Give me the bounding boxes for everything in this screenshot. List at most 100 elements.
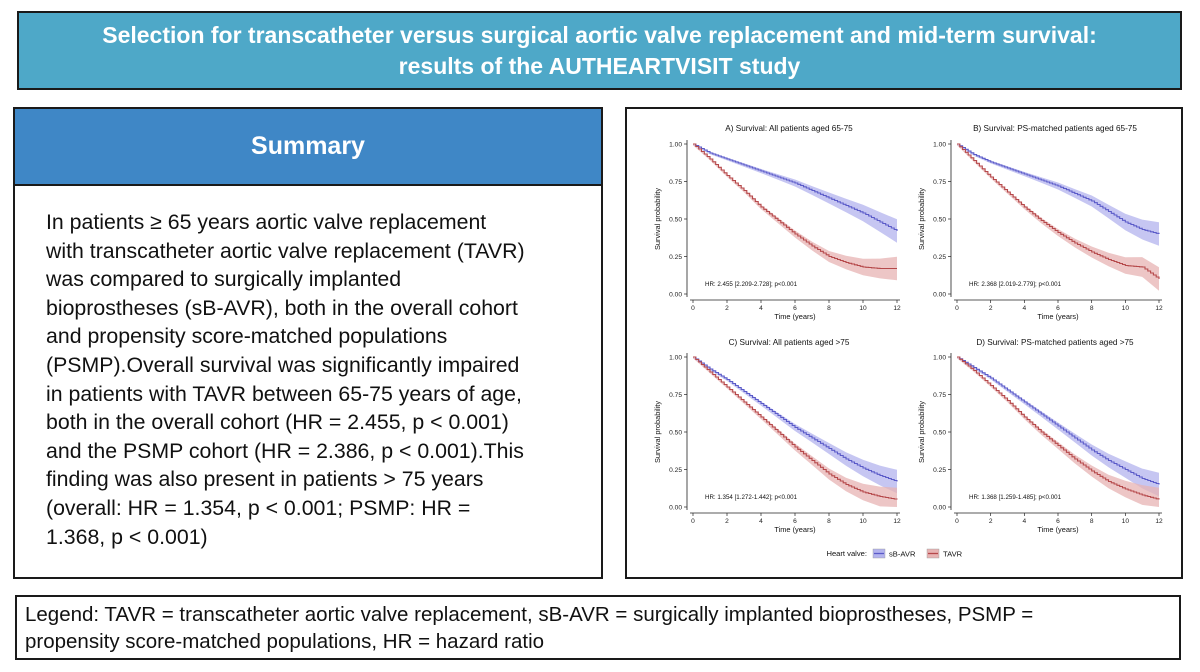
x-tick-label: 8 <box>827 305 831 312</box>
y-tick-label: 0.25 <box>933 254 946 261</box>
x-tick-label: 4 <box>1022 518 1026 525</box>
chart-legend: Heart valve: sB-AVR TAVR <box>826 548 963 559</box>
y-tick-label: 0.50 <box>669 430 682 437</box>
chart-title: B) Survival: PS-matched patients aged 65… <box>973 124 1137 133</box>
summary-heading: Summary <box>15 109 601 186</box>
summary-line: was compared to surgically implanted <box>46 267 402 292</box>
y-tick-label: 0.50 <box>933 217 946 224</box>
y-tick-label: 1.00 <box>933 142 946 149</box>
y-tick-label: 0.25 <box>669 254 682 261</box>
sbavr-survival-line <box>957 356 1160 485</box>
summary-line: both in the overall cohort (HR = 2.455, … <box>46 410 509 435</box>
tavr-confidence-band <box>957 144 1159 291</box>
x-tick-label: 10 <box>1122 518 1130 525</box>
km-charts: A) Survival: All patients aged 65-75 0.00… <box>653 124 1163 559</box>
summary-line: and the PSMP cohort (HR = 2.386, p < 0.0… <box>46 438 524 463</box>
x-tick-label: 2 <box>989 305 993 312</box>
x-tick-label: 6 <box>793 518 797 525</box>
summary-line: in patients with TAVR between 65-75 year… <box>46 381 522 406</box>
sbavr-confidence-band <box>693 144 897 243</box>
sbavr-survival-line <box>693 356 898 482</box>
x-tick-label: 4 <box>1022 305 1026 312</box>
summary-text: In patients ≥ 65 years aortic valve repl… <box>46 208 591 551</box>
x-tick-label: 2 <box>725 305 729 312</box>
legend-label-sbavr: sB-AVR <box>889 550 916 559</box>
y-tick-label: 1.00 <box>669 355 682 362</box>
legend-line-2: propensity score-matched populations, HR… <box>25 630 545 653</box>
x-tick-label: 4 <box>759 518 763 525</box>
title-line-1: Selection for transcatheter versus surgi… <box>102 21 1097 48</box>
y-tick-label: 0.75 <box>933 392 946 399</box>
y-tick-label: 1.00 <box>669 142 682 149</box>
tavr-survival-line <box>693 356 898 500</box>
hazard-ratio-annotation: HR: 1.354 [1.272-1.442]; p<0.001 <box>705 494 798 501</box>
chart-title: D) Survival: PS-matched patients aged >7… <box>976 338 1134 347</box>
km-panel-b: B) Survival: PS-matched patients aged 65… <box>917 124 1163 321</box>
summary-line: In patients ≥ 65 years aortic valve repl… <box>46 210 487 234</box>
y-tick-label: 0.25 <box>933 467 946 474</box>
x-tick-label: 12 <box>1155 518 1163 525</box>
title-line-2: results of the AUTHEARTVISIT study <box>398 52 801 79</box>
x-tick-label: 10 <box>859 305 867 312</box>
x-tick-label: 0 <box>691 518 695 525</box>
x-tick-label: 4 <box>759 305 763 312</box>
legend-line-1: Legend: TAVR = transcatheter aortic valv… <box>25 603 1034 626</box>
chart-title: C) Survival: All patients aged >75 <box>729 338 850 347</box>
y-tick-label: 0.50 <box>933 430 946 437</box>
x-axis-label: Time (years) <box>1037 525 1078 534</box>
y-tick-label: 0.00 <box>669 292 682 299</box>
sbavr-confidence-band <box>957 357 1159 497</box>
y-tick-label: 1.00 <box>933 355 946 362</box>
tavr-survival-line <box>957 356 1160 500</box>
tavr-survival-line <box>693 143 897 270</box>
hazard-ratio-annotation: HR: 1.368 [1.259-1.485]; p<0.001 <box>969 494 1062 501</box>
y-axis-label: Survival probability <box>653 401 662 463</box>
chart-legend-title: Heart valve: <box>826 549 867 558</box>
tavr-confidence-band <box>693 357 897 507</box>
summary-line: (PSMP).Overall survival was significantl… <box>46 352 520 377</box>
x-tick-label: 8 <box>827 518 831 525</box>
x-tick-label: 2 <box>989 518 993 525</box>
y-tick-label: 0.25 <box>669 467 682 474</box>
y-tick-label: 0.75 <box>669 179 682 186</box>
x-tick-label: 10 <box>859 518 867 525</box>
x-tick-label: 2 <box>725 518 729 525</box>
summary-line: (overall: HR = 1.354, p < 0.001; PSMP: H… <box>46 495 471 520</box>
km-panel-a: A) Survival: All patients aged 65-75 0.00… <box>653 124 901 321</box>
x-tick-label: 8 <box>1090 518 1094 525</box>
x-tick-label: 12 <box>893 305 901 312</box>
x-tick-label: 6 <box>1056 518 1060 525</box>
km-panel-d: D) Survival: PS-matched patients aged >7… <box>917 338 1163 534</box>
hazard-ratio-annotation: HR: 2.368 [2.019-2.779]; p<0.001 <box>969 281 1062 288</box>
x-tick-label: 0 <box>955 518 959 525</box>
sbavr-confidence-band <box>957 144 1159 246</box>
chart-title: A) Survival: All patients aged 65-75 <box>725 124 853 133</box>
x-tick-label: 0 <box>691 305 695 312</box>
tavr-survival-line <box>957 143 1160 279</box>
y-axis-label: Survival probability <box>653 188 662 250</box>
x-tick-label: 0 <box>955 305 959 312</box>
tavr-confidence-band <box>693 144 897 281</box>
sbavr-survival-line <box>693 143 898 231</box>
hazard-ratio-annotation: HR: 2.455 [2.209-2.728]; p<0.001 <box>705 281 798 288</box>
summary-line: bioprostheses (sB-AVR), both in the over… <box>46 295 518 320</box>
y-tick-label: 0.75 <box>933 179 946 186</box>
y-tick-label: 0.75 <box>669 392 682 399</box>
y-tick-label: 0.00 <box>933 505 946 512</box>
y-axis-label: Survival probability <box>917 401 926 463</box>
x-tick-label: 12 <box>893 518 901 525</box>
chart-panel: A) Survival: All patients aged 65-75 0.00… <box>625 107 1183 579</box>
summary-panel: Summary In patients ≥ 65 years aortic va… <box>13 107 603 579</box>
y-tick-label: 0.00 <box>669 505 682 512</box>
x-tick-label: 8 <box>1090 305 1094 312</box>
y-axis-label: Survival probability <box>917 188 926 250</box>
title-banner: Selection for transcatheter versus surgi… <box>17 11 1182 90</box>
x-tick-label: 10 <box>1122 305 1130 312</box>
x-tick-label: 6 <box>793 305 797 312</box>
sbavr-survival-line <box>957 143 1160 234</box>
abbreviation-legend: Legend: TAVR = transcatheter aortic valv… <box>15 595 1181 660</box>
summary-line: 1.368, p < 0.001) <box>46 524 208 549</box>
tavr-confidence-band <box>957 357 1159 507</box>
x-axis-label: Time (years) <box>774 312 815 321</box>
summary-line: and propensity score-matched populations <box>46 324 448 349</box>
